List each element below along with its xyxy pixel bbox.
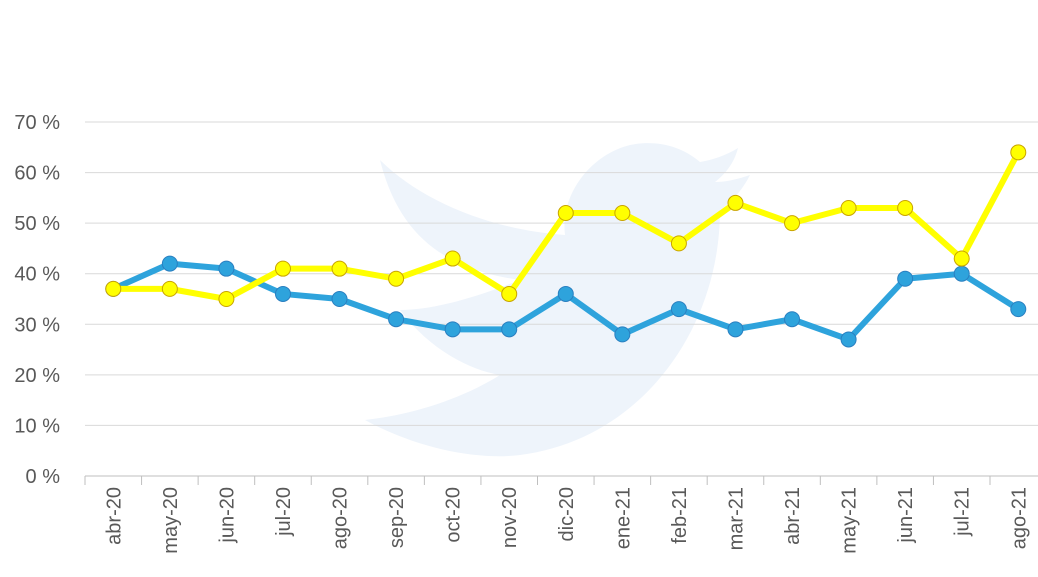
point-marker	[840, 199, 857, 216]
point-marker	[218, 291, 235, 307]
point-marker	[727, 194, 744, 211]
point-marker	[105, 280, 122, 297]
point-marker	[274, 260, 291, 277]
x-tick-label: ene-21	[612, 487, 634, 549]
x-tick-label: mar-21	[725, 487, 747, 550]
point-marker	[670, 301, 687, 318]
x-tick-label: ago-21	[1008, 487, 1030, 549]
point-marker	[784, 311, 801, 328]
y-tick-label: 50 %	[14, 213, 60, 235]
x-tick-label: jul-20	[273, 487, 295, 537]
point-marker	[501, 321, 518, 338]
x-tick-label: oct-20	[443, 487, 465, 543]
y-tick-label: 0 %	[26, 466, 61, 488]
point-marker	[670, 235, 687, 252]
x-tick-label: abr-21	[782, 487, 804, 545]
x-tick-label: abr-20	[103, 487, 125, 545]
x-tick-label: jun-20	[216, 487, 238, 544]
point-marker	[840, 331, 857, 348]
point-marker	[444, 250, 461, 267]
x-tick-label: may-20	[160, 487, 182, 554]
y-tick-label: 20 %	[14, 365, 60, 387]
x-tick-label: sep-20	[386, 487, 408, 548]
point-marker	[331, 260, 348, 277]
point-marker	[897, 270, 914, 287]
x-tick-label: dic-20	[556, 487, 578, 541]
point-marker	[614, 326, 631, 343]
point-marker	[388, 311, 405, 328]
point-marker	[1010, 144, 1027, 161]
x-tick-label: jul-21	[952, 487, 974, 537]
point-marker	[557, 285, 574, 302]
point-marker	[897, 199, 914, 216]
point-marker	[218, 260, 235, 277]
point-marker	[727, 321, 744, 338]
y-tick-label: 10 %	[14, 415, 60, 437]
x-tick-label: jun-21	[895, 487, 917, 544]
x-tick-label: may-21	[839, 487, 861, 554]
point-marker	[614, 205, 631, 222]
point-marker	[953, 265, 970, 282]
point-marker	[388, 270, 405, 287]
point-marker	[953, 250, 970, 267]
point-marker	[161, 255, 178, 272]
y-tick-label: 70 %	[14, 112, 60, 134]
point-marker	[1010, 301, 1027, 318]
x-tick-label: feb-21	[669, 487, 691, 544]
y-tick-label: 30 %	[14, 314, 60, 336]
point-marker	[161, 280, 178, 297]
point-marker	[557, 205, 574, 222]
point-marker	[274, 285, 291, 302]
point-marker	[331, 291, 348, 307]
point-marker	[784, 215, 801, 232]
x-tick-label: nov-20	[499, 487, 521, 548]
x-tick-label: ago-20	[330, 487, 352, 549]
y-tick-label: 60 %	[14, 163, 60, 185]
y-tick-label: 40 %	[14, 264, 60, 286]
point-marker	[501, 285, 518, 302]
point-marker	[444, 321, 461, 338]
